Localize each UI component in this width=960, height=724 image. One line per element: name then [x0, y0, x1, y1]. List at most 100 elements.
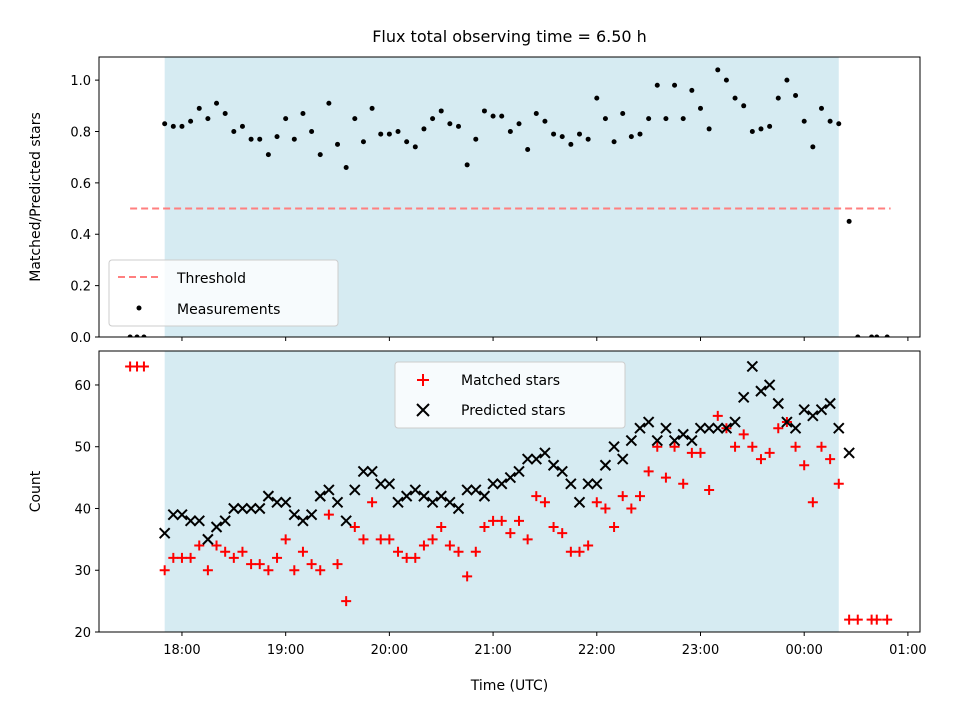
- predicted-stars-marker: [496, 478, 508, 490]
- matched-stars-marker: [591, 497, 602, 508]
- count-panel: 20 30 40 50 60 18:00 19:00 20:00 21:00 22:00 23:00…: [28, 350, 927, 694]
- predicted-stars-marker: [703, 422, 715, 434]
- predicted-stars-marker: [547, 459, 560, 471]
- matched-stars-marker: [202, 565, 213, 576]
- matched-stars-marker: [755, 454, 766, 465]
- predicted-stars-marker: [755, 385, 767, 397]
- measurement-point: [551, 131, 557, 137]
- measurement-point: [525, 146, 531, 152]
- matched-stars-marker: [315, 565, 326, 576]
- measurement-point: [602, 116, 608, 122]
- measurement-point: [818, 105, 824, 111]
- measurement-point: [430, 116, 436, 122]
- matched-stars-marker: [686, 447, 697, 458]
- axes-frame: [98, 350, 921, 633]
- predicted-stars-marker: [452, 502, 465, 515]
- predicted-stars-marker: [763, 379, 776, 391]
- matched-stars-marker: [418, 540, 429, 551]
- y-axis-label: Matched/Predicted stars: [28, 112, 44, 282]
- y-tick-label: 0.4: [70, 228, 91, 243]
- predicted-stars-marker: [781, 416, 793, 428]
- matched-stars-marker: [643, 466, 654, 477]
- predicted-stars-marker: [530, 453, 542, 465]
- measurement-point: [594, 95, 600, 101]
- matched-stars-marker: [462, 571, 473, 582]
- matched-stars-marker: [882, 614, 893, 625]
- predicted-stars-marker: [461, 484, 473, 496]
- predicted-stars-marker: [262, 490, 275, 502]
- measurement-point: [196, 105, 202, 111]
- measurement-point: [141, 334, 147, 337]
- measurement-point: [775, 95, 781, 101]
- matched-stars-marker: [496, 515, 507, 526]
- matched-stars-marker: [531, 491, 542, 502]
- measurement-point: [767, 123, 773, 129]
- measurement-point: [741, 103, 747, 109]
- matched-stars-marker: [272, 552, 283, 563]
- measurement-point: [689, 87, 695, 93]
- legend-predicted-swatch: [416, 403, 430, 417]
- measurement-point: [490, 113, 496, 119]
- x-tick-label: 22:00: [578, 643, 615, 658]
- predicted-stars-marker: [271, 496, 283, 509]
- predicted-stars-marker: [625, 434, 638, 447]
- y-tick-label: 60: [74, 379, 91, 394]
- predicted-stars-marker: [824, 397, 836, 410]
- matched-stars-marker: [764, 447, 775, 458]
- matched-stars-marker: [194, 540, 205, 551]
- predicted-stars-marker: [288, 508, 301, 521]
- matched-stars-marker: [185, 552, 196, 563]
- y-axis-label: Count: [28, 470, 44, 512]
- measurement-point: [827, 118, 833, 124]
- predicted-stars-marker: [712, 422, 724, 434]
- measurement-point: [533, 111, 539, 117]
- measurement-point: [723, 77, 729, 83]
- x-tick-label: 19:00: [267, 643, 304, 658]
- matched-stars-marker: [825, 454, 836, 465]
- measurement-point: [188, 118, 194, 124]
- x-tick-label: 18:00: [163, 643, 200, 658]
- predicted-stars-marker: [366, 465, 378, 478]
- matched-stars-marker: [871, 614, 882, 625]
- y-tick-label: 1.0: [70, 74, 91, 89]
- matched-stars-marker: [211, 540, 222, 551]
- predicted-stars-marker: [193, 515, 205, 527]
- measurement-point: [231, 128, 237, 134]
- x-tick-label: 23:00: [682, 643, 719, 658]
- predicted-stars-marker: [305, 508, 318, 521]
- predicted-stars-marker: [815, 403, 828, 416]
- matched-stars-marker: [816, 441, 827, 452]
- measurement-point: [706, 126, 712, 132]
- measurement-point: [214, 100, 220, 106]
- measurement-point: [421, 126, 427, 132]
- measurement-point: [697, 105, 703, 111]
- predicted-stars-marker: [729, 416, 741, 428]
- measurement-point: [369, 105, 375, 111]
- matched-stars-marker: [539, 497, 550, 508]
- measurement-point: [846, 218, 852, 224]
- measurement-point: [542, 118, 548, 124]
- predicted-stars-marker: [582, 478, 594, 490]
- measurement-point: [749, 128, 755, 134]
- measurement-point: [810, 144, 816, 150]
- x-tick-label: 21:00: [474, 643, 511, 658]
- measurement-point: [248, 136, 254, 142]
- predicted-stars-marker: [843, 447, 855, 459]
- y-tick-label: 50: [74, 441, 91, 456]
- matched-stars-marker: [773, 423, 784, 434]
- matched-stars-marker: [306, 559, 317, 570]
- measurement-point: [620, 111, 626, 117]
- measurement-point: [360, 139, 366, 145]
- matched-stars-marker: [384, 534, 395, 545]
- legend-box: [394, 361, 626, 429]
- matched-stars-marker: [738, 429, 749, 440]
- measurement-point: [577, 131, 583, 137]
- measurement-point: [628, 134, 634, 140]
- matched-stars-marker: [341, 596, 352, 607]
- measurement-point: [335, 141, 341, 147]
- matched-stars-marker: [730, 441, 741, 452]
- measurement-point: [499, 113, 505, 119]
- matched-stars-marker: [375, 534, 386, 545]
- measurement-point: [672, 82, 678, 88]
